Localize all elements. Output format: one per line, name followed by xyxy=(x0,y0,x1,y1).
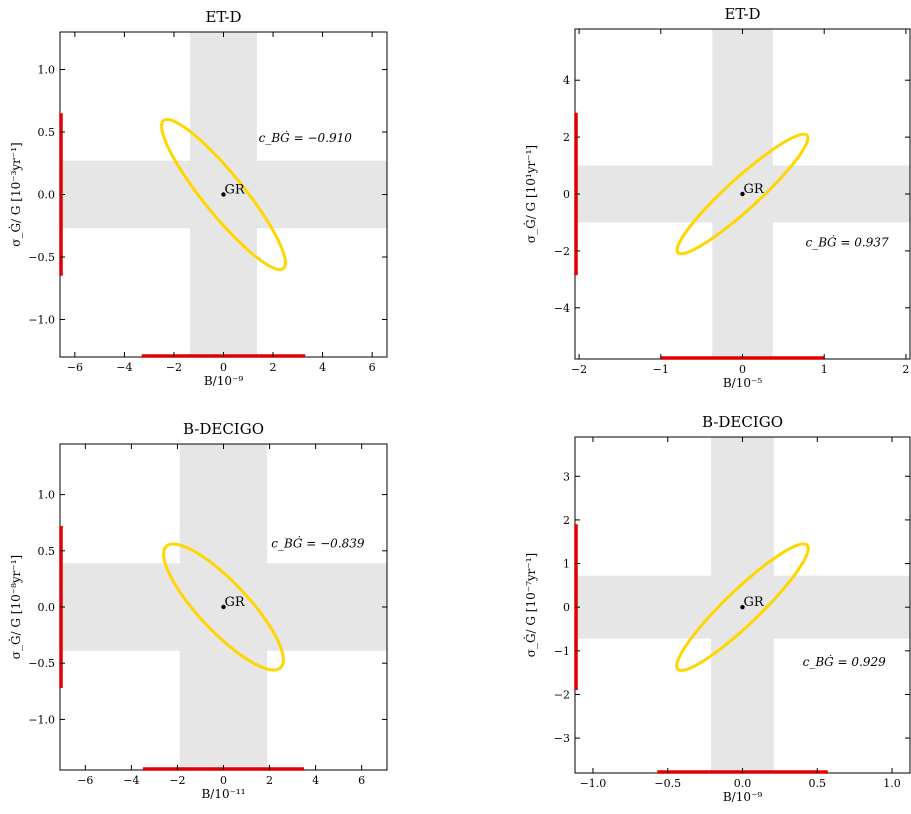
confidence-ellipse xyxy=(675,542,810,672)
x-tick-label: −6 xyxy=(77,774,93,787)
x-tick-label: 6 xyxy=(358,774,365,787)
x-tick-label: 0.5 xyxy=(809,777,827,790)
x-tick-label: 0 xyxy=(220,361,227,374)
plot-area xyxy=(575,437,910,773)
y-tick-label: −2 xyxy=(554,245,570,258)
y-tick-label: −1.0 xyxy=(28,713,55,726)
x-tick-label: −2 xyxy=(571,363,587,376)
y-tick-label: 2 xyxy=(563,131,570,144)
x-tick-label: 0 xyxy=(739,363,746,376)
x-tick-label: 0.0 xyxy=(734,777,752,790)
panel-title: ET-D xyxy=(205,8,241,26)
panel-b-decigo-right: −1.0 −0.5 0.0 0.5 1.0 −3 −2 −1 0 1 2 3 B-DECIGO B/10⁻… xyxy=(522,413,911,804)
y-tick-label: 0 xyxy=(563,601,570,614)
y-axis-label: σ_Ġ/ G [10⁻⁸yr⁻¹] xyxy=(7,555,23,659)
panel-title: ET-D xyxy=(724,5,760,23)
gr-label: GR xyxy=(225,595,246,610)
gr-label: GR xyxy=(744,595,765,610)
correlation-label: c_BĠ = 0.937 xyxy=(805,234,889,250)
x-tick-label: −1 xyxy=(653,363,669,376)
y-tick-label: −2 xyxy=(554,688,570,701)
x-tick-label: 6 xyxy=(369,361,376,374)
y-axis-label: σ_Ġ/ G [10⁻³yr⁻¹] xyxy=(7,142,23,246)
gr-label: GR xyxy=(744,182,765,197)
y-tick-label: 3 xyxy=(563,470,570,483)
panel-et-d-right: −2 −1 0 1 2 −4 −2 0 2 4 ET-D B/10⁻⁵ σ_Ġ/ G [10¹yr⁻¹]… xyxy=(522,5,911,390)
y-axis-label: σ_Ġ/ G [10⁻⁷yr⁻¹] xyxy=(522,553,538,657)
confidence-ellipse xyxy=(675,132,810,256)
y-tick-label: 4 xyxy=(563,74,570,87)
panel-title: B-DECIGO xyxy=(183,420,264,438)
gr-point xyxy=(221,604,226,610)
x-tick-label: 4 xyxy=(319,361,326,374)
y-tick-label: −0.5 xyxy=(28,657,55,670)
x-tick-label: −6 xyxy=(67,361,83,374)
gr-point xyxy=(740,604,745,610)
gr-point xyxy=(221,192,226,197)
y-tick-label: −1 xyxy=(554,645,570,658)
y-tick-label: 1.0 xyxy=(38,489,56,502)
gr-point xyxy=(740,191,745,197)
y-tick-label: 2 xyxy=(563,514,570,527)
x-tick-label: 4 xyxy=(312,774,319,787)
plot-area xyxy=(575,29,910,359)
x-tick-label: 0 xyxy=(220,774,227,787)
panel-b-decigo-left: −6 −4 −2 0 2 4 6 −1.0 −0.5 0.0 0.5 1.0 B-DECIGO B/10⁻… xyxy=(7,420,388,801)
x-tick-label: 1.0 xyxy=(883,777,901,790)
x-axis-label: B/10⁻⁵ xyxy=(723,376,762,390)
x-tick-label: 2 xyxy=(266,774,273,787)
panel-title: B-DECIGO xyxy=(702,413,783,431)
y-tick-label: 1 xyxy=(563,558,570,571)
y-tick-label: −1.0 xyxy=(28,314,55,327)
y-tick-label: 1.0 xyxy=(38,64,56,77)
x-axis-label: B/10⁻⁹ xyxy=(723,790,762,804)
x-tick-label: −4 xyxy=(116,361,132,374)
correlation-label: c_BĠ = 0.929 xyxy=(803,653,887,669)
y-tick-label: 0.0 xyxy=(38,189,56,202)
x-tick-label: −1.0 xyxy=(580,777,607,790)
confidence-ellipse xyxy=(162,542,285,672)
y-axis-label: σ_Ġ/ G [10¹yr⁻¹] xyxy=(522,145,538,243)
x-tick-label: −0.5 xyxy=(654,777,681,790)
y-tick-label: −3 xyxy=(554,732,570,745)
x-axis-label: B/10⁻¹¹ xyxy=(201,787,245,801)
x-tick-label: −4 xyxy=(123,774,139,787)
x-tick-label: 1 xyxy=(821,363,828,376)
x-tick-label: −2 xyxy=(169,774,185,787)
y-tick-label: 0.5 xyxy=(38,126,56,139)
confidence-ellipse xyxy=(160,117,287,272)
x-tick-label: 2 xyxy=(902,363,909,376)
x-axis-label: B/10⁻⁹ xyxy=(204,374,243,388)
x-tick-label: 2 xyxy=(270,361,277,374)
plot-area xyxy=(60,32,387,357)
correlation-label: c_BĠ = −0.839 xyxy=(271,534,365,550)
gr-label: GR xyxy=(225,183,246,198)
y-tick-label: −4 xyxy=(554,302,570,315)
y-tick-label: 0.0 xyxy=(38,601,56,614)
y-tick-label: 0 xyxy=(563,188,570,201)
y-tick-label: −0.5 xyxy=(28,251,55,264)
correlation-label: c_BĠ = −0.910 xyxy=(259,129,353,145)
panel-et-d-left: −6 −4 −2 0 2 4 6 −1.0 −0.5 0.0 0.5 1.0 ET-D B/10⁻⁹ σ_Ġ… xyxy=(7,8,388,388)
plot-area xyxy=(60,444,387,770)
y-tick-label: 0.5 xyxy=(38,545,56,558)
x-tick-label: −2 xyxy=(166,361,182,374)
